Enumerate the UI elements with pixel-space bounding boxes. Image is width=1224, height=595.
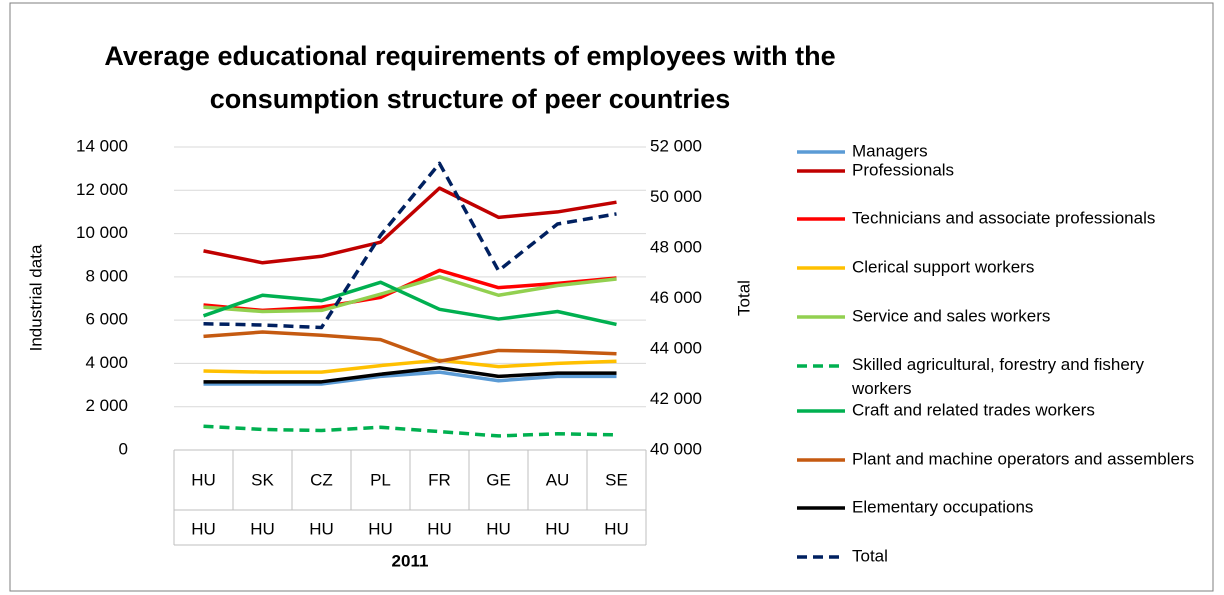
legend-label: Total [852, 546, 888, 565]
legend-label: Plant and machine operators and assemble… [852, 449, 1194, 468]
y2-tick-label: 46 000 [650, 288, 702, 307]
x-tick-label: AU [546, 470, 570, 489]
x-tick-label: SK [251, 470, 274, 489]
x-group-tick-label: HU [604, 519, 629, 538]
y2-tick-label: 40 000 [650, 439, 702, 458]
x-tick-label: CZ [310, 470, 333, 489]
legend-label: Skilled agricultural, forestry and fishe… [851, 355, 1144, 398]
y-tick-label: 10 000 [76, 223, 128, 242]
x-group-tick-label: HU [545, 519, 570, 538]
x-tick-label: SE [605, 470, 628, 489]
series-line [203, 424, 617, 438]
x-group-tick-label: HU [486, 519, 511, 538]
x-group-label: 2011 [392, 551, 429, 570]
y2-tick-label: 50 000 [650, 187, 702, 206]
y-tick-label: 14 000 [76, 136, 128, 155]
y-tick-label: 12 000 [76, 180, 128, 199]
series-line [203, 366, 617, 384]
y-axis-label: Industrial data [26, 244, 45, 351]
legend-label: Technicians and associate professionals [852, 208, 1155, 227]
chart-title: consumption structure of peer countries [210, 84, 731, 114]
series-line [203, 161, 617, 330]
x-tick-label: GE [486, 470, 511, 489]
chart-border [9, 2, 1214, 592]
y2-axis-label: Total [734, 280, 753, 316]
y2-tick-label: 44 000 [650, 338, 702, 357]
y-tick-label: 2 000 [85, 396, 128, 415]
x-group-tick-label: HU [427, 519, 452, 538]
legend-label: Service and sales workers [852, 306, 1050, 325]
chart-title: Average educational requirements of empl… [104, 41, 835, 71]
x-tick-label: HU [191, 470, 216, 489]
legend-label: Elementary occupations [852, 497, 1033, 516]
series-line [203, 275, 617, 314]
series-line [203, 358, 617, 374]
x-group-tick-label: HU [250, 519, 275, 538]
x-group-tick-label: HU [191, 519, 216, 538]
legend-label: Craft and related trades workers [852, 400, 1095, 419]
y-tick-label: 4 000 [85, 353, 128, 372]
x-group-tick-label: HU [309, 519, 334, 538]
x-tick-label: FR [428, 470, 451, 489]
y-tick-label: 6 000 [85, 310, 128, 329]
x-tick-label: PL [370, 470, 391, 489]
y-tick-label: 8 000 [85, 266, 128, 285]
y2-tick-label: 52 000 [650, 136, 702, 155]
x-group-tick-label: HU [368, 519, 393, 538]
legend-label: Professionals [852, 160, 954, 179]
series-line [203, 370, 617, 386]
y2-tick-label: 48 000 [650, 237, 702, 256]
series-line [202, 280, 617, 327]
y-tick-label: 0 [119, 439, 128, 458]
series-line [203, 330, 617, 364]
series-line [203, 186, 617, 265]
y2-tick-label: 42 000 [650, 389, 702, 408]
legend-label: Managers [852, 141, 928, 160]
legend-label: Clerical support workers [852, 257, 1034, 276]
